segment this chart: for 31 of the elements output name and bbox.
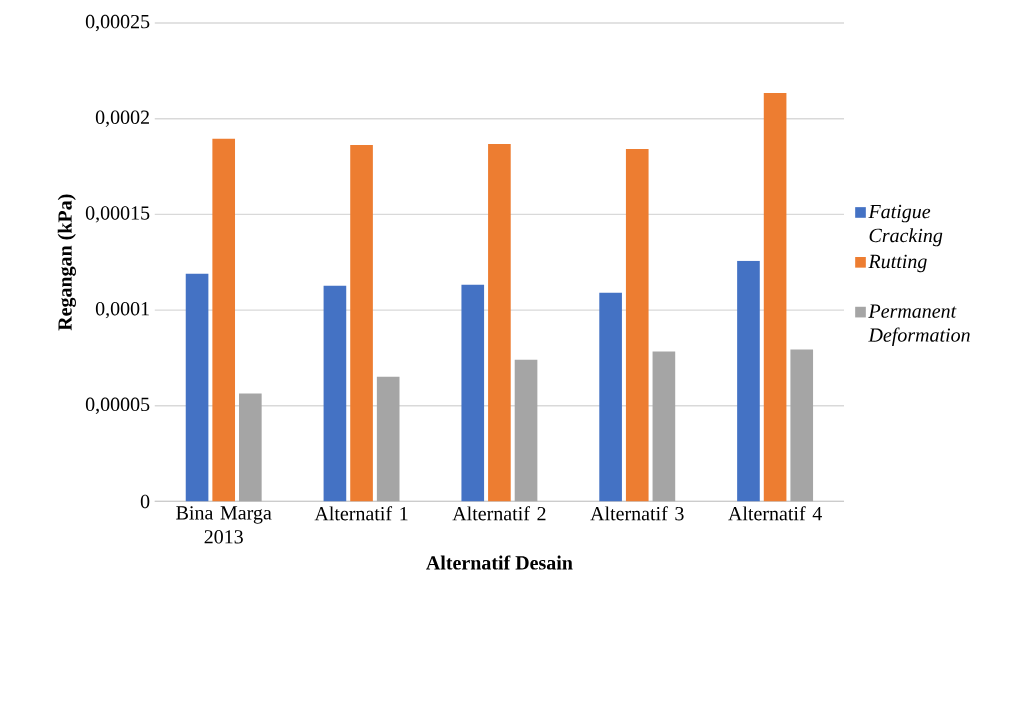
bar bbox=[488, 143, 511, 502]
bar bbox=[514, 359, 538, 502]
bar bbox=[350, 144, 373, 502]
bar bbox=[652, 351, 676, 502]
bar bbox=[185, 273, 209, 502]
bar bbox=[239, 393, 262, 502]
x-tick-label: Bina Marga 2013 bbox=[176, 506, 272, 544]
y-tick-label: 0 bbox=[140, 494, 150, 509]
y-axis-title: Regangan (kPa) bbox=[57, 194, 76, 331]
legend-label: Rutting bbox=[868, 254, 927, 273]
legend-label: Fatigue Cracking bbox=[868, 204, 943, 247]
bar bbox=[461, 284, 485, 502]
x-tick-label: Alternatif 4 bbox=[728, 506, 822, 521]
bar bbox=[599, 292, 622, 502]
x-tick-label: Alternatif 3 bbox=[590, 506, 684, 521]
y-tick-label: 0,0002 bbox=[95, 110, 149, 127]
bar bbox=[790, 349, 814, 502]
y-tick-label: 0,00015 bbox=[85, 206, 150, 223]
bar bbox=[737, 260, 760, 502]
y-tick-label: 0,0001 bbox=[95, 301, 149, 319]
y-tick-label: 0,00025 bbox=[85, 14, 150, 32]
x-tick-label: Alternatif 1 bbox=[314, 506, 408, 521]
bar bbox=[763, 92, 787, 502]
bar bbox=[323, 285, 347, 502]
legend-label: Permanent Deformation bbox=[868, 304, 970, 346]
bar bbox=[625, 148, 649, 502]
bar bbox=[376, 376, 400, 502]
x-tick-label: Alternatif 2 bbox=[452, 506, 546, 521]
x-axis-title: Alternatif Desain bbox=[426, 555, 573, 570]
y-tick-label: 0,00005 bbox=[85, 397, 150, 414]
bar bbox=[212, 138, 236, 502]
